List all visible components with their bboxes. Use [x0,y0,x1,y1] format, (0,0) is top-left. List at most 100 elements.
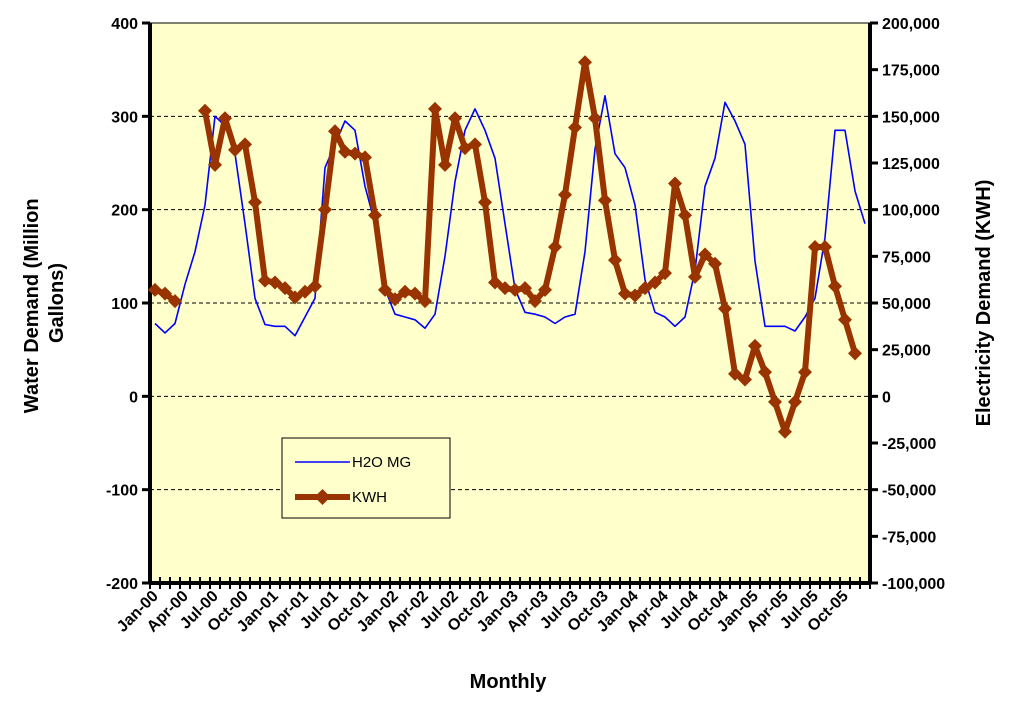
kwh-point-26 [408,286,422,301]
kwh-point-43 [578,55,592,70]
kwh-point-42 [568,120,582,135]
left-axis-title: Water Demand (Million Gallons) [21,193,68,413]
legend-kwh-marker [314,489,331,505]
kwh-point-68 [828,279,842,294]
kwh-point-34 [488,275,502,290]
kwh-point-62 [768,394,782,409]
kwh-point-40 [548,240,562,254]
kwh-point-66 [808,240,822,254]
kwh-point-67 [818,240,832,254]
h2o-series [154,95,866,337]
right-tick-label-6: 50,000 [882,296,931,313]
kwh-point-70 [848,346,862,361]
right-tick-label-1: -75,000 [882,529,936,546]
legend-box [281,437,451,519]
kwh-point-8 [228,142,242,157]
kwh-point-15 [298,284,312,299]
left-axis-title-line2: Gallons) [46,263,68,343]
kwh-point-54 [688,269,702,284]
kwh-point-17 [318,202,332,217]
kwh-point-25 [398,284,412,299]
kwh-point-10 [248,195,262,210]
right-tick-label-2: -50,000 [882,483,936,500]
kwh-point-52 [668,176,682,191]
kwh-point-18 [328,124,342,139]
left-axis-title-line1: Water Demand (Million [21,198,43,413]
kwh-point-59 [738,372,752,387]
kwh-point-16 [308,279,322,294]
legend: H2O MG KWH [281,437,451,519]
left-tick-label-3: 100 [111,296,138,313]
left-tick-label-0: -200 [106,576,138,593]
right-axis-title: Electricity Demand (KWH) [973,180,995,427]
kwh-point-19 [338,144,352,159]
kwh-point-61 [758,365,772,380]
kwh-point-44 [588,111,602,126]
kwh-point-39 [538,282,552,297]
kwh-point-69 [838,312,852,327]
kwh-point-38 [528,294,542,309]
right-tick-label-9: 125,000 [882,156,940,173]
kwh-point-23 [378,282,392,297]
legend-kwh-label: KWH [352,489,387,506]
left-tick-label-6: 400 [111,16,138,33]
kwh-point-11 [258,273,272,288]
kwh-point-50 [648,275,662,290]
gridlines [150,115,870,491]
kwh-point-37 [518,281,532,296]
left-axis-ticks: -200 -100 0 100 200 300 400 [106,16,150,593]
right-tick-label-3: -25,000 [882,436,936,453]
kwh-point-27 [418,294,432,309]
kwh-point-35 [498,281,512,296]
left-tick-label-5: 300 [111,109,138,126]
kwh-point-51 [658,266,672,281]
h2o-line [154,95,866,337]
right-tick-label-4: 0 [882,389,891,406]
kwh-point-7 [218,111,232,126]
kwh-point-14 [288,290,302,305]
kwh-point-30 [448,111,462,126]
kwh-point-12 [268,275,282,290]
kwh-point-49 [638,281,652,296]
kwh-point-65 [798,365,812,380]
right-tick-label-10: 150,000 [882,109,940,126]
kwh-series [148,55,862,439]
kwh-point-58 [728,366,742,381]
kwh-point-45 [598,193,612,208]
left-tick-label-2: 0 [129,389,138,406]
kwh-point-24 [388,292,402,307]
left-tick-label-4: 200 [111,203,138,220]
kwh-point-5 [198,103,212,118]
kwh-point-41 [558,187,572,202]
legend-h2o-label: H2O MG [352,454,411,471]
kwh-point-64 [788,394,802,409]
x-axis-title: Monthly [470,671,548,693]
kwh-point-36 [508,282,522,297]
right-tick-label-11: 175,000 [882,63,940,80]
kwh-point-47 [618,286,632,301]
kwh-point-22 [368,208,382,223]
kwh-point-32 [468,137,482,152]
kwh-point-46 [608,253,622,268]
kwh-point-28 [428,101,442,116]
kwh-point-33 [478,195,492,210]
kwh-point-13 [278,281,292,296]
kwh-point-29 [438,157,452,172]
kwh-point-56 [708,256,722,271]
kwh-point-57 [718,301,732,316]
right-tick-label-7: 75,000 [882,249,931,266]
kwh-point-53 [678,208,692,223]
right-axis-ticks: -100,000 -75,000 -50,000 -25,000 0 25,000 50,0… [870,16,945,593]
kwh-point-48 [628,288,642,303]
right-tick-label-0: -100,000 [882,576,945,593]
right-tick-label-5: 25,000 [882,343,931,360]
right-tick-label-12: 200,000 [882,16,940,33]
x-axis-ticks: Jan-00Apr-00Jul-00Oct-00Jan-01Apr-01Jul-… [114,577,871,636]
left-tick-label-1: -100 [106,483,138,500]
kwh-point-2 [168,294,182,309]
kwh-point-9 [238,137,252,152]
kwh-point-55 [698,247,712,262]
kwh-point-1 [158,286,172,301]
